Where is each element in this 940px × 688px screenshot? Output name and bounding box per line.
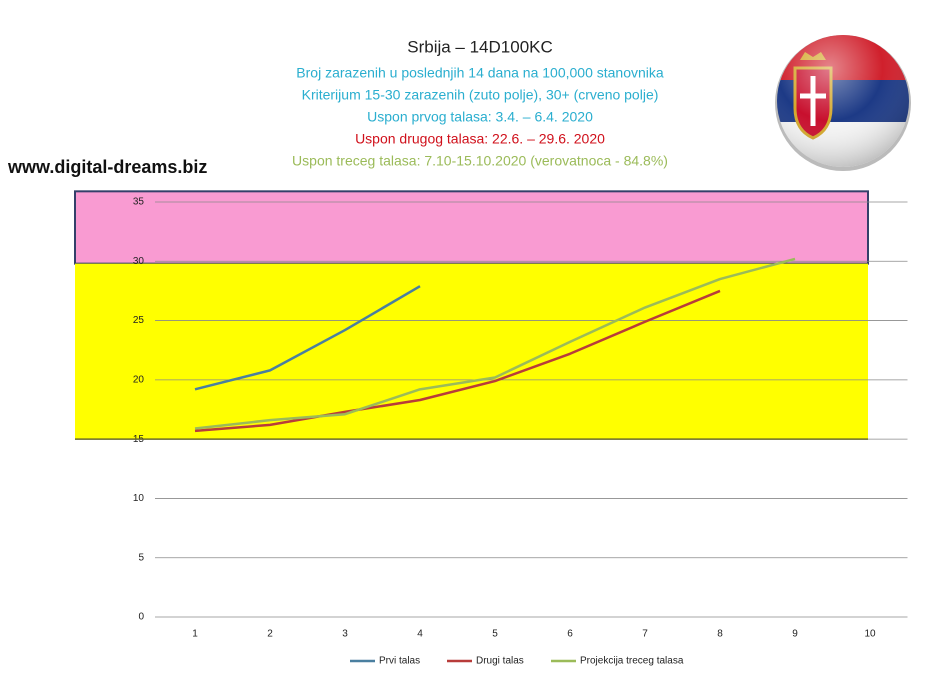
y-tick-label: 10 [133, 493, 145, 504]
subtitle: Uspon treceg talasa: 7.10-15.10.2020 (ve… [292, 153, 668, 169]
x-tick-label: 6 [567, 629, 573, 640]
legend-label: Projekcija treceg talasa [580, 656, 684, 667]
chart-title: Srbija – 14D100KC [407, 37, 553, 56]
x-tick-label: 8 [717, 629, 723, 640]
criteria-band [74, 190, 869, 265]
flag [775, 35, 911, 171]
y-tick-label: 35 [133, 197, 145, 208]
y-tick-label: 20 [133, 374, 145, 385]
subtitle: Broj zarazenih u poslednjih 14 dana na 1… [296, 65, 664, 81]
y-tick-label: 0 [138, 612, 144, 623]
x-tick-label: 4 [417, 629, 423, 640]
x-tick-label: 10 [864, 629, 876, 640]
y-tick-label: 30 [133, 256, 145, 267]
x-tick-label: 5 [492, 629, 498, 640]
criteria-band [75, 263, 868, 440]
y-tick-label: 25 [133, 315, 145, 326]
x-tick-label: 9 [792, 629, 798, 640]
subtitle: Uspon prvog talasa: 3.4. – 6.4. 2020 [367, 109, 593, 125]
x-tick-label: 2 [267, 629, 273, 640]
source: www.digital-dreams.biz [7, 157, 207, 177]
x-tick-label: 7 [642, 629, 648, 640]
series-line [194, 257, 796, 430]
series-line [194, 289, 721, 433]
x-tick-label: 3 [342, 629, 348, 640]
subtitle: Kriterijum 15-30 zarazenih (zuto polje),… [302, 87, 659, 103]
subtitle: Uspon drugog talasa: 22.6. – 29.6. 2020 [355, 131, 605, 147]
series-line [194, 285, 421, 391]
legend-label: Drugi talas [476, 656, 524, 667]
x-tick-label: 1 [192, 629, 198, 640]
legend-label: Prvi talas [379, 656, 420, 667]
y-tick-label: 5 [138, 552, 144, 563]
